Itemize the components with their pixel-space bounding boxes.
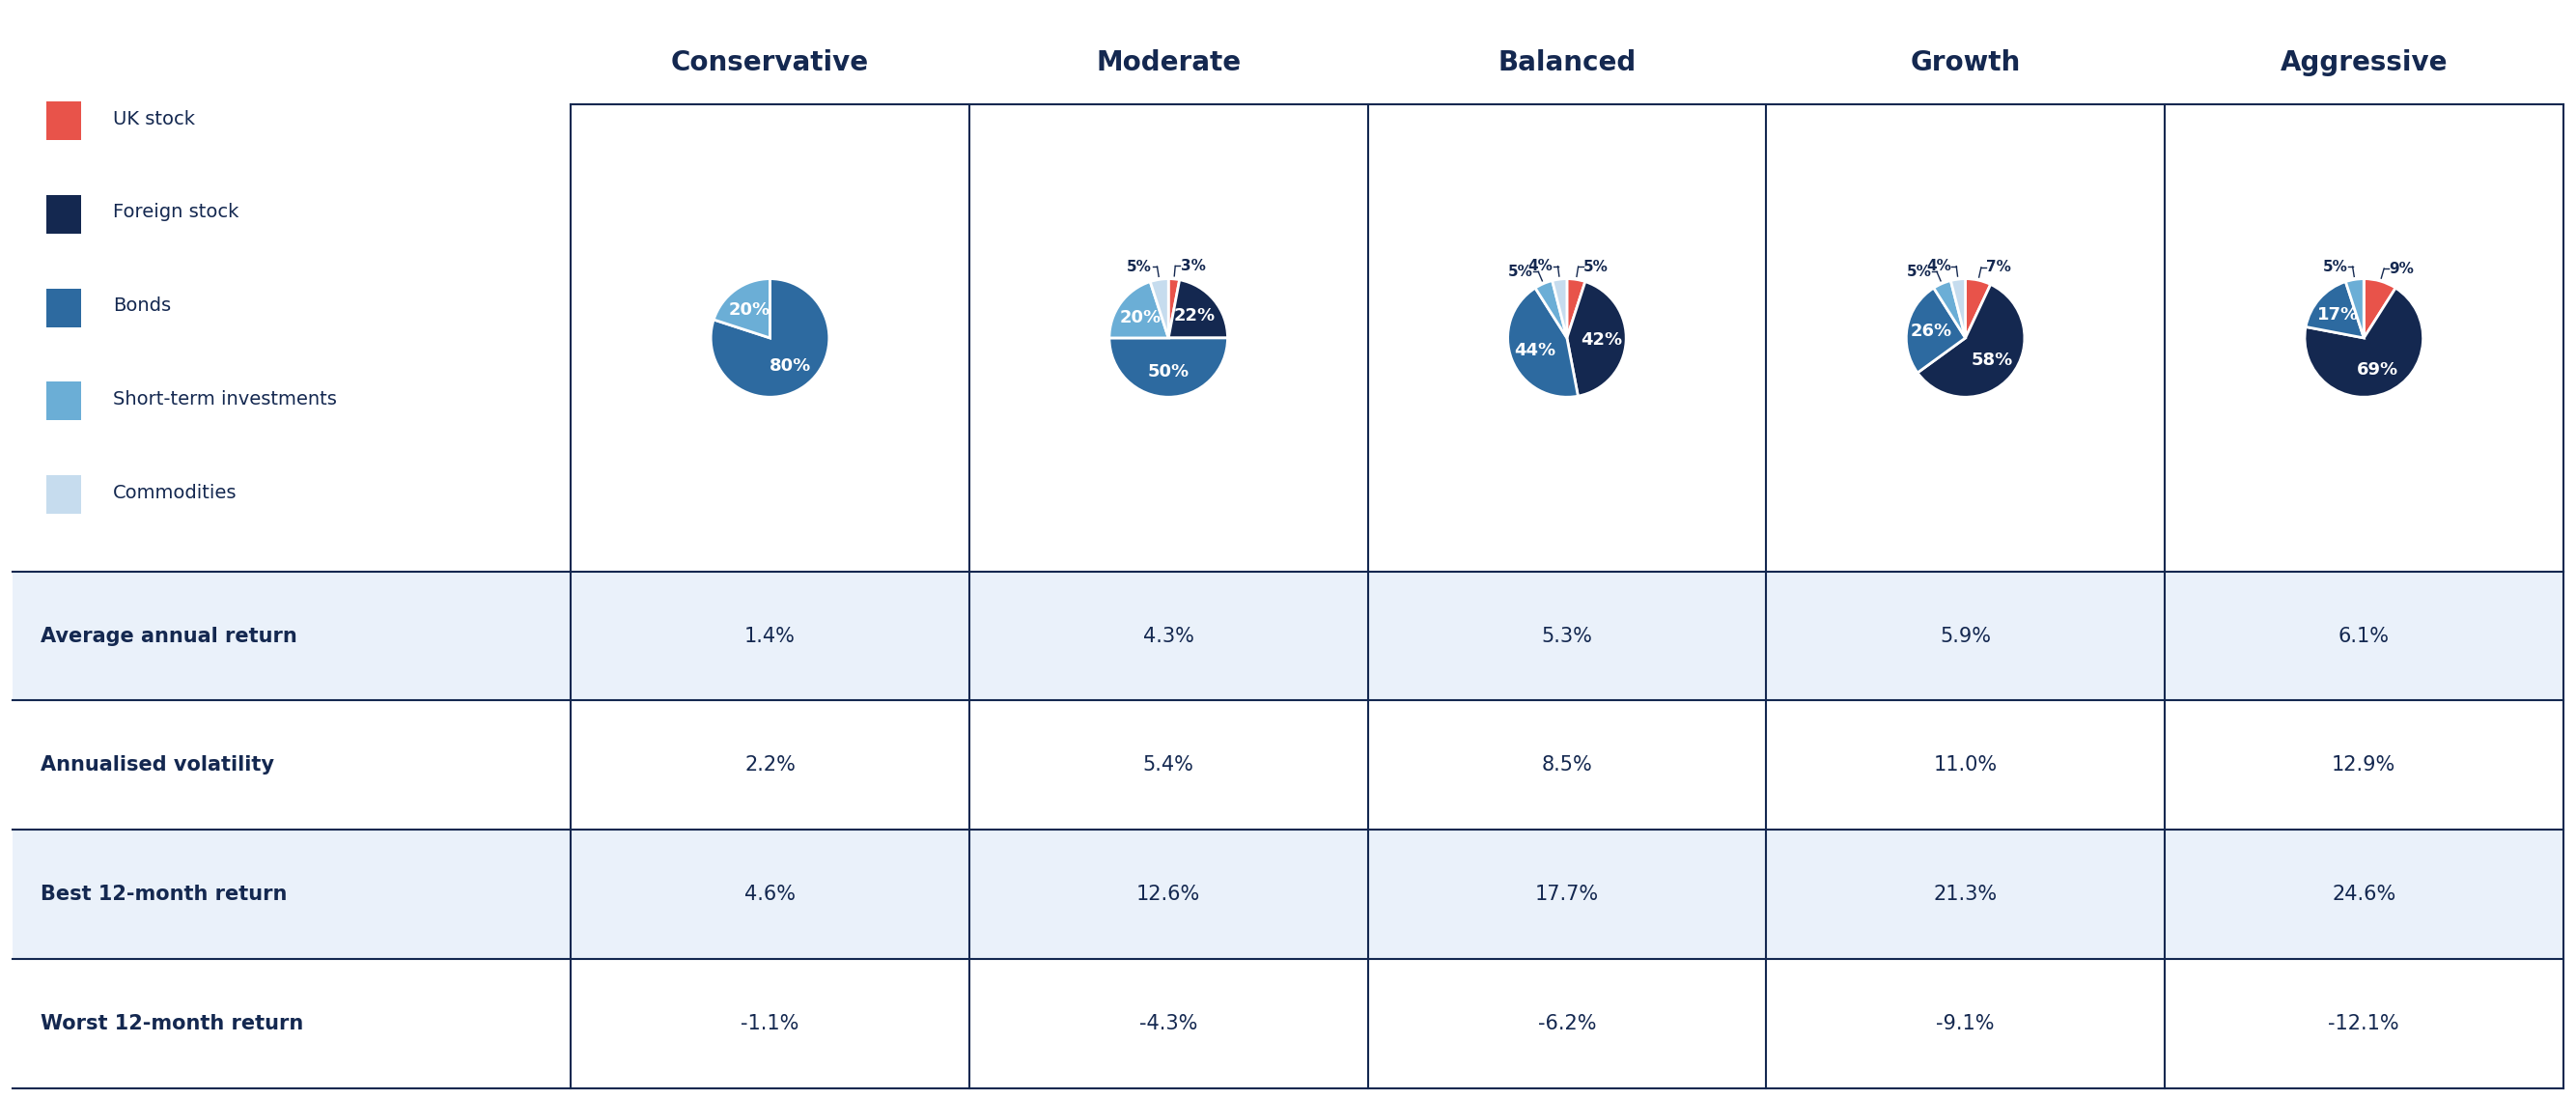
Wedge shape [1906, 288, 1965, 373]
Wedge shape [1935, 280, 1965, 338]
Text: -1.1%: -1.1% [742, 1013, 799, 1033]
Text: Average annual return: Average annual return [41, 626, 296, 646]
Text: Short-term investments: Short-term investments [113, 390, 337, 409]
Text: Best 12-month return: Best 12-month return [41, 885, 289, 904]
FancyBboxPatch shape [46, 196, 82, 234]
Wedge shape [1110, 281, 1170, 338]
Text: 17.7%: 17.7% [1535, 885, 1600, 904]
Text: Growth: Growth [1911, 49, 2020, 77]
Text: Aggressive: Aggressive [2280, 49, 2447, 77]
Text: 4%: 4% [1528, 259, 1553, 274]
Text: 4.3%: 4.3% [1144, 626, 1195, 646]
Text: Foreign stock: Foreign stock [113, 203, 240, 222]
Text: 44%: 44% [1515, 342, 1556, 359]
Text: 21.3%: 21.3% [1935, 885, 1996, 904]
Text: 6.1%: 6.1% [2339, 626, 2391, 646]
Text: 7%: 7% [1986, 260, 2012, 275]
Wedge shape [2347, 279, 2365, 338]
Text: 5%: 5% [1126, 259, 1151, 274]
Text: 26%: 26% [1911, 323, 1953, 341]
Text: 12.9%: 12.9% [2331, 755, 2396, 775]
Text: 8.5%: 8.5% [1540, 755, 1592, 775]
Text: 5.9%: 5.9% [1940, 626, 1991, 646]
Wedge shape [1950, 279, 1965, 338]
Wedge shape [1170, 279, 1180, 338]
Text: Worst 12-month return: Worst 12-month return [41, 1013, 304, 1033]
Text: 5.3%: 5.3% [1540, 626, 1592, 646]
Text: 20%: 20% [729, 301, 770, 319]
Wedge shape [2306, 288, 2424, 397]
Wedge shape [1535, 280, 1566, 338]
Wedge shape [1149, 279, 1170, 338]
Wedge shape [2306, 281, 2365, 338]
FancyBboxPatch shape [46, 101, 82, 141]
Text: 4%: 4% [1927, 259, 1950, 274]
Text: Balanced: Balanced [1497, 49, 1636, 77]
Text: Conservative: Conservative [670, 49, 868, 77]
Text: 1.4%: 1.4% [744, 626, 796, 646]
Text: 5.4%: 5.4% [1144, 755, 1195, 775]
Wedge shape [1553, 279, 1566, 338]
Text: 9%: 9% [2391, 262, 2414, 276]
Wedge shape [1917, 285, 2025, 397]
Text: -4.3%: -4.3% [1139, 1013, 1198, 1033]
Text: 2.2%: 2.2% [744, 755, 796, 775]
Text: 3%: 3% [1180, 258, 1206, 274]
Text: 5%: 5% [1906, 265, 1932, 279]
Wedge shape [1110, 337, 1229, 397]
FancyBboxPatch shape [46, 289, 82, 328]
FancyBboxPatch shape [46, 382, 82, 421]
Wedge shape [714, 279, 770, 338]
Text: 58%: 58% [1971, 352, 2012, 368]
Text: -12.1%: -12.1% [2329, 1013, 2398, 1033]
Text: 5%: 5% [2324, 259, 2347, 274]
Text: 69%: 69% [2357, 360, 2398, 378]
Wedge shape [2365, 279, 2396, 338]
Text: 42%: 42% [1582, 332, 1623, 348]
Text: 4.6%: 4.6% [744, 885, 796, 904]
Text: 5%: 5% [1507, 265, 1533, 279]
Text: Moderate: Moderate [1095, 49, 1242, 77]
Text: 50%: 50% [1149, 364, 1190, 381]
Wedge shape [1170, 280, 1229, 338]
Wedge shape [1566, 279, 1584, 338]
Text: -6.2%: -6.2% [1538, 1013, 1597, 1033]
FancyBboxPatch shape [46, 476, 82, 514]
Text: 22%: 22% [1175, 308, 1216, 324]
Text: 12.6%: 12.6% [1136, 885, 1200, 904]
Wedge shape [1507, 288, 1579, 397]
Text: 11.0%: 11.0% [1935, 755, 1996, 775]
Text: -9.1%: -9.1% [1937, 1013, 1994, 1033]
Text: 20%: 20% [1121, 309, 1162, 326]
Text: Commodities: Commodities [113, 484, 237, 502]
Text: 5%: 5% [1584, 259, 1607, 274]
Text: Annualised volatility: Annualised volatility [41, 755, 276, 775]
Wedge shape [711, 279, 829, 397]
Text: 17%: 17% [2318, 307, 2360, 324]
Wedge shape [1566, 281, 1625, 396]
Wedge shape [1965, 279, 1991, 338]
Text: 80%: 80% [770, 357, 811, 375]
Text: Bonds: Bonds [113, 297, 173, 315]
Text: UK stock: UK stock [113, 110, 196, 129]
Text: 24.6%: 24.6% [2331, 885, 2396, 904]
